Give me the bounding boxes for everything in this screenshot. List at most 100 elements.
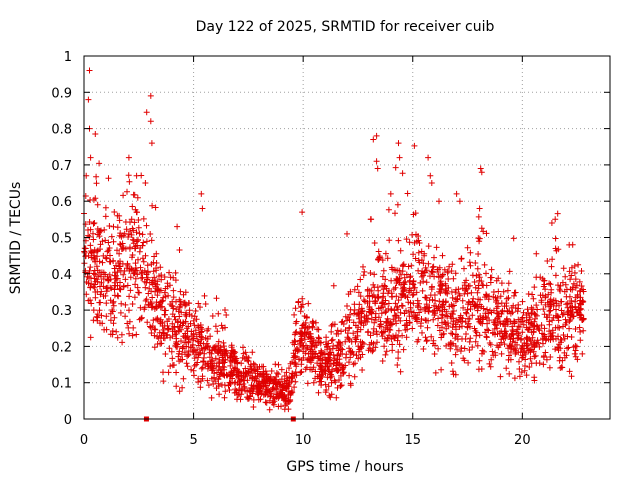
- data-point: [404, 326, 411, 333]
- data-point: [152, 326, 159, 333]
- data-point: [330, 361, 337, 368]
- data-point: [335, 367, 341, 374]
- data-point: [91, 246, 98, 253]
- data-point: [380, 267, 387, 274]
- data-point: [560, 332, 567, 338]
- data-point: [249, 349, 256, 356]
- data-point: [191, 372, 197, 379]
- data-point: [558, 298, 565, 305]
- data-point: [493, 277, 500, 284]
- data-point: [191, 313, 198, 320]
- data-point: [113, 328, 120, 335]
- data-point: [448, 330, 455, 337]
- data-point: [563, 286, 570, 293]
- data-point: [125, 234, 132, 240]
- y-tick-label: 0.7: [51, 159, 72, 174]
- data-point: [571, 269, 578, 276]
- data-point: [297, 308, 304, 315]
- data-point: [293, 363, 300, 370]
- data-point: [579, 350, 586, 357]
- data-point: [455, 286, 462, 293]
- data-point: [536, 343, 543, 350]
- data-point: [219, 381, 225, 388]
- data-point: [432, 297, 439, 304]
- data-point: [448, 288, 455, 295]
- data-point: [540, 361, 547, 368]
- data-point: [94, 201, 101, 208]
- data-point: [364, 300, 371, 306]
- data-point: [355, 355, 362, 362]
- data-point: [428, 286, 435, 293]
- data-point: [110, 258, 117, 265]
- data-point: [420, 346, 427, 352]
- data-point: [459, 285, 466, 292]
- data-point: [328, 373, 335, 380]
- data-point: [506, 352, 512, 359]
- data-point: [421, 252, 428, 259]
- data-point: [131, 245, 138, 252]
- data-point: [443, 325, 450, 332]
- data-point: [461, 279, 468, 286]
- data-point: [570, 280, 577, 287]
- data-point: [474, 265, 481, 272]
- data-point: [487, 307, 493, 314]
- data-point: [149, 294, 156, 301]
- data-point: [339, 350, 346, 357]
- data-point: [374, 293, 381, 300]
- data-point: [206, 346, 213, 353]
- data-point: [104, 284, 111, 291]
- data-point: [148, 288, 155, 295]
- data-point: [149, 281, 156, 288]
- data-point: [182, 318, 189, 325]
- data-point: [105, 175, 112, 182]
- data-point: [413, 314, 420, 321]
- data-point: [475, 366, 482, 373]
- data-point: [391, 335, 398, 342]
- data-point: [578, 301, 584, 308]
- data-point: [425, 243, 432, 250]
- data-point: [194, 346, 201, 353]
- data-point: [509, 309, 516, 316]
- data-point: [86, 67, 93, 74]
- data-point: [472, 302, 479, 309]
- data-point: [523, 340, 530, 347]
- data-point: [323, 334, 330, 341]
- data-point: [87, 197, 94, 203]
- data-point: [464, 244, 471, 251]
- data-point: [218, 322, 225, 329]
- data-point: [522, 363, 528, 369]
- data-point: [534, 323, 541, 330]
- data-point: [145, 301, 152, 308]
- data-point: [266, 406, 273, 413]
- data-point: [139, 255, 146, 262]
- data-point: [165, 316, 172, 322]
- data-point: [538, 322, 545, 329]
- data-point: [433, 244, 440, 251]
- data-point: [164, 283, 171, 290]
- data-point: [476, 277, 483, 284]
- data-point: [365, 328, 372, 335]
- data-point: [552, 272, 559, 279]
- data-point: [195, 300, 202, 307]
- data-point: [131, 294, 138, 301]
- data-point: [189, 341, 196, 348]
- data-point: [435, 274, 442, 281]
- data-point: [400, 346, 407, 353]
- data-point: [374, 331, 380, 338]
- data-point: [440, 271, 446, 278]
- data-point: [380, 329, 387, 336]
- data-point: [244, 388, 251, 395]
- data-point: [379, 273, 386, 280]
- data-point: [240, 350, 247, 357]
- data-point: [395, 327, 402, 334]
- data-point: [552, 216, 559, 223]
- data-point: [273, 370, 280, 376]
- data-point: [553, 306, 559, 313]
- data-point: [99, 320, 106, 327]
- data-point: [149, 303, 156, 310]
- data-point: [467, 262, 474, 269]
- data-point: [474, 289, 481, 296]
- data-point: [96, 258, 103, 265]
- data-point: [120, 283, 127, 290]
